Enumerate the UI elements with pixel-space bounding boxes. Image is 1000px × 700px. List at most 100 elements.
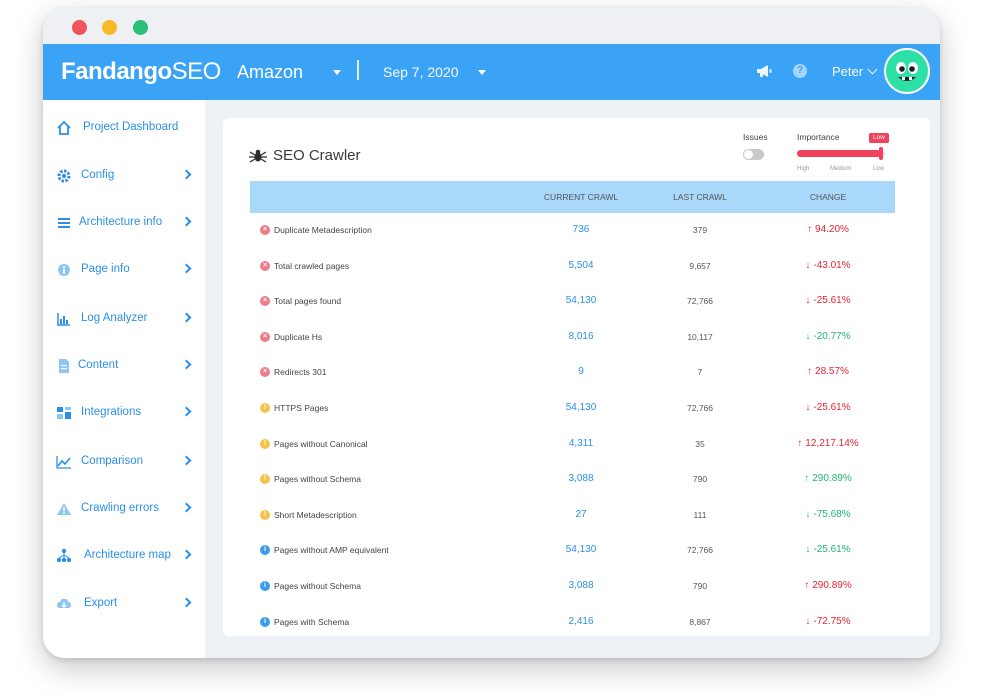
error-icon: × [260,367,270,378]
table-row[interactable]: i Pages with Schema 2,416 8,867 ↓ -72.75% [250,605,895,636]
last-crawl-value: 72,766 [687,403,713,413]
sidebar-item-log-analyzer[interactable]: Log Analyzer [43,305,205,335]
arrow-down-icon: ↓ [805,615,811,627]
issues-toggle[interactable] [743,149,764,160]
change-percent: -20.77% [813,330,851,342]
row-label: Redirects 301 [274,367,327,378]
arrow-down-icon: ↓ [805,402,811,413]
maximize-window-button[interactable] [133,20,148,35]
column-header-current-crawl[interactable]: CURRENT CRAWL [543,192,619,202]
current-crawl-value[interactable]: 736 [572,224,590,235]
importance-slider-handle[interactable] [879,147,883,160]
sidebar-item-export[interactable]: Export [43,590,205,620]
sidebar: Project Dashboard Config Architecture in… [43,100,205,658]
chevron-right-icon [181,597,192,608]
change-percent: -75.68% [813,508,851,520]
sidebar-item-label: Integrations [81,406,142,418]
logo[interactable]: FandangoSEO [61,58,221,86]
change-value: ↑ 12,217.14% [768,438,888,449]
sidebar-item-architecture-map[interactable]: Architecture map [43,542,205,572]
sidebar-item-label: Crawling errors [81,502,159,514]
info-icon: i [260,581,270,591]
window-titlebar [43,8,940,44]
sidebar-item-page-info[interactable]: Page info [43,256,205,286]
chevron-right-icon [181,549,192,560]
table-row[interactable]: × Total crawled pages 5,504 9,657 ↓ -43.01% [250,249,895,284]
change-value: ↓ -25.61% [768,402,888,413]
arrow-up-icon: ↑ [804,580,810,591]
sidebar-item-comparison[interactable]: Comparison [43,448,205,478]
table-row[interactable]: ! Pages without Schema 3,088 790 ↑ 290.89% [250,462,895,497]
arrow-down-icon: ↓ [805,544,811,556]
table-row[interactable]: × Redirects 301 9 7 ↑ 28.57% [250,355,895,390]
chevron-down-icon[interactable] [333,70,341,75]
change-value: ↓ -43.01% [768,260,888,271]
error-icon: × [260,331,270,342]
current-crawl-value[interactable]: 2,416 [568,615,594,627]
table-row[interactable]: i Pages without AMP equivalent 54,130 72,76… [250,533,895,568]
table-row[interactable]: ! HTTPS Pages 54,130 72,766 ↓ -25.61% [250,391,895,426]
close-window-button[interactable] [72,20,87,35]
last-crawl-value: 8,867 [689,616,711,627]
current-crawl-value[interactable]: 5,504 [568,259,594,271]
current-crawl-value[interactable]: 54,130 [565,402,597,413]
current-crawl-value[interactable]: 9 [578,366,584,378]
browser-window: FandangoSEO Amazon Sep 7, 2020 ? Peter [43,8,940,658]
sidebar-item-content[interactable]: Content [43,352,205,382]
column-header-last-crawl[interactable]: LAST CRAWL [673,192,727,202]
change-value: ↑ 28.57% [768,366,888,377]
change-percent: 94.20% [815,224,849,235]
importance-slider[interactable] [797,147,885,160]
sidebar-item-integrations[interactable]: Integrations [43,399,205,429]
row-label: Pages without Schema [274,581,361,591]
current-crawl-value[interactable]: 8,016 [568,330,594,342]
change-value: ↓ -25.61% [768,295,888,306]
change-value: ↑ 94.20% [768,224,888,235]
sidebar-item-label: Log Analyzer [81,312,148,324]
info-icon: i [260,545,270,556]
table-row[interactable]: i Pages without Schema 3,088 790 ↑ 290.89% [250,569,895,604]
current-crawl-value[interactable]: 54,130 [565,544,597,556]
current-crawl-value[interactable]: 54,130 [565,295,597,307]
current-crawl-value[interactable]: 3,088 [568,473,594,485]
chevron-down-icon[interactable] [867,64,878,75]
current-crawl-value[interactable]: 3,088 [568,580,594,591]
sidebar-item-architecture-info[interactable]: Architecture info [43,209,205,239]
sidebar-item-crawling-errors[interactable]: Crawling errors [43,495,205,525]
current-crawl-value[interactable]: 4,311 [568,437,594,449]
document-icon [59,359,69,373]
current-crawl-value[interactable]: 27 [575,508,587,520]
sidebar-item-config[interactable]: Config [43,162,205,192]
arrow-down-icon: ↓ [805,330,811,342]
arrow-up-icon: ↑ [797,437,803,449]
chevron-down-icon[interactable] [478,70,486,75]
architecture-icon [58,218,70,228]
table-row[interactable]: ! Short Metadescription 27 111 ↓ -75.68% [250,498,895,533]
last-crawl-value: 7 [697,367,703,378]
chevron-right-icon [181,359,192,370]
column-header-change[interactable]: CHANGE [809,192,847,202]
change-value: ↓ -20.77% [768,331,888,342]
last-crawl-value: 111 [693,509,707,520]
minimize-window-button[interactable] [102,20,117,35]
chevron-right-icon [181,455,192,466]
table-row[interactable]: × Duplicate Metadescription 736 379 ↑ 94.20% [250,213,895,248]
table-row[interactable]: ! Pages without Canonical 4,311 35 ↑ 12,217.1… [250,427,895,462]
warning-icon: ! [260,474,270,485]
megaphone-icon[interactable] [756,64,772,78]
user-menu[interactable]: Peter [832,64,864,79]
last-crawl-value: 379 [692,225,708,235]
project-selector[interactable]: Amazon [237,62,304,82]
table-row[interactable]: × Total pages found 54,130 72,766 ↓ -25.61% [250,284,895,319]
sidebar-item-label: Architecture info [79,216,163,228]
sidebar-item-project-dashboard[interactable]: Project Dashboard [43,114,205,144]
importance-label: Importance [797,132,840,142]
seo-crawler-card: SEO Crawler Issues Importance Low High M… [223,118,930,636]
avatar[interactable] [884,48,930,94]
help-icon[interactable]: ? [793,64,807,78]
change-percent: -25.61% [813,544,851,556]
last-crawl-value: 72,766 [687,545,713,556]
importance-tick: Low [873,166,885,172]
date-selector[interactable]: Sep 7, 2020 [383,64,459,80]
table-row[interactable]: × Duplicate Hs 8,016 10,117 ↓ -20.77% [250,320,895,355]
